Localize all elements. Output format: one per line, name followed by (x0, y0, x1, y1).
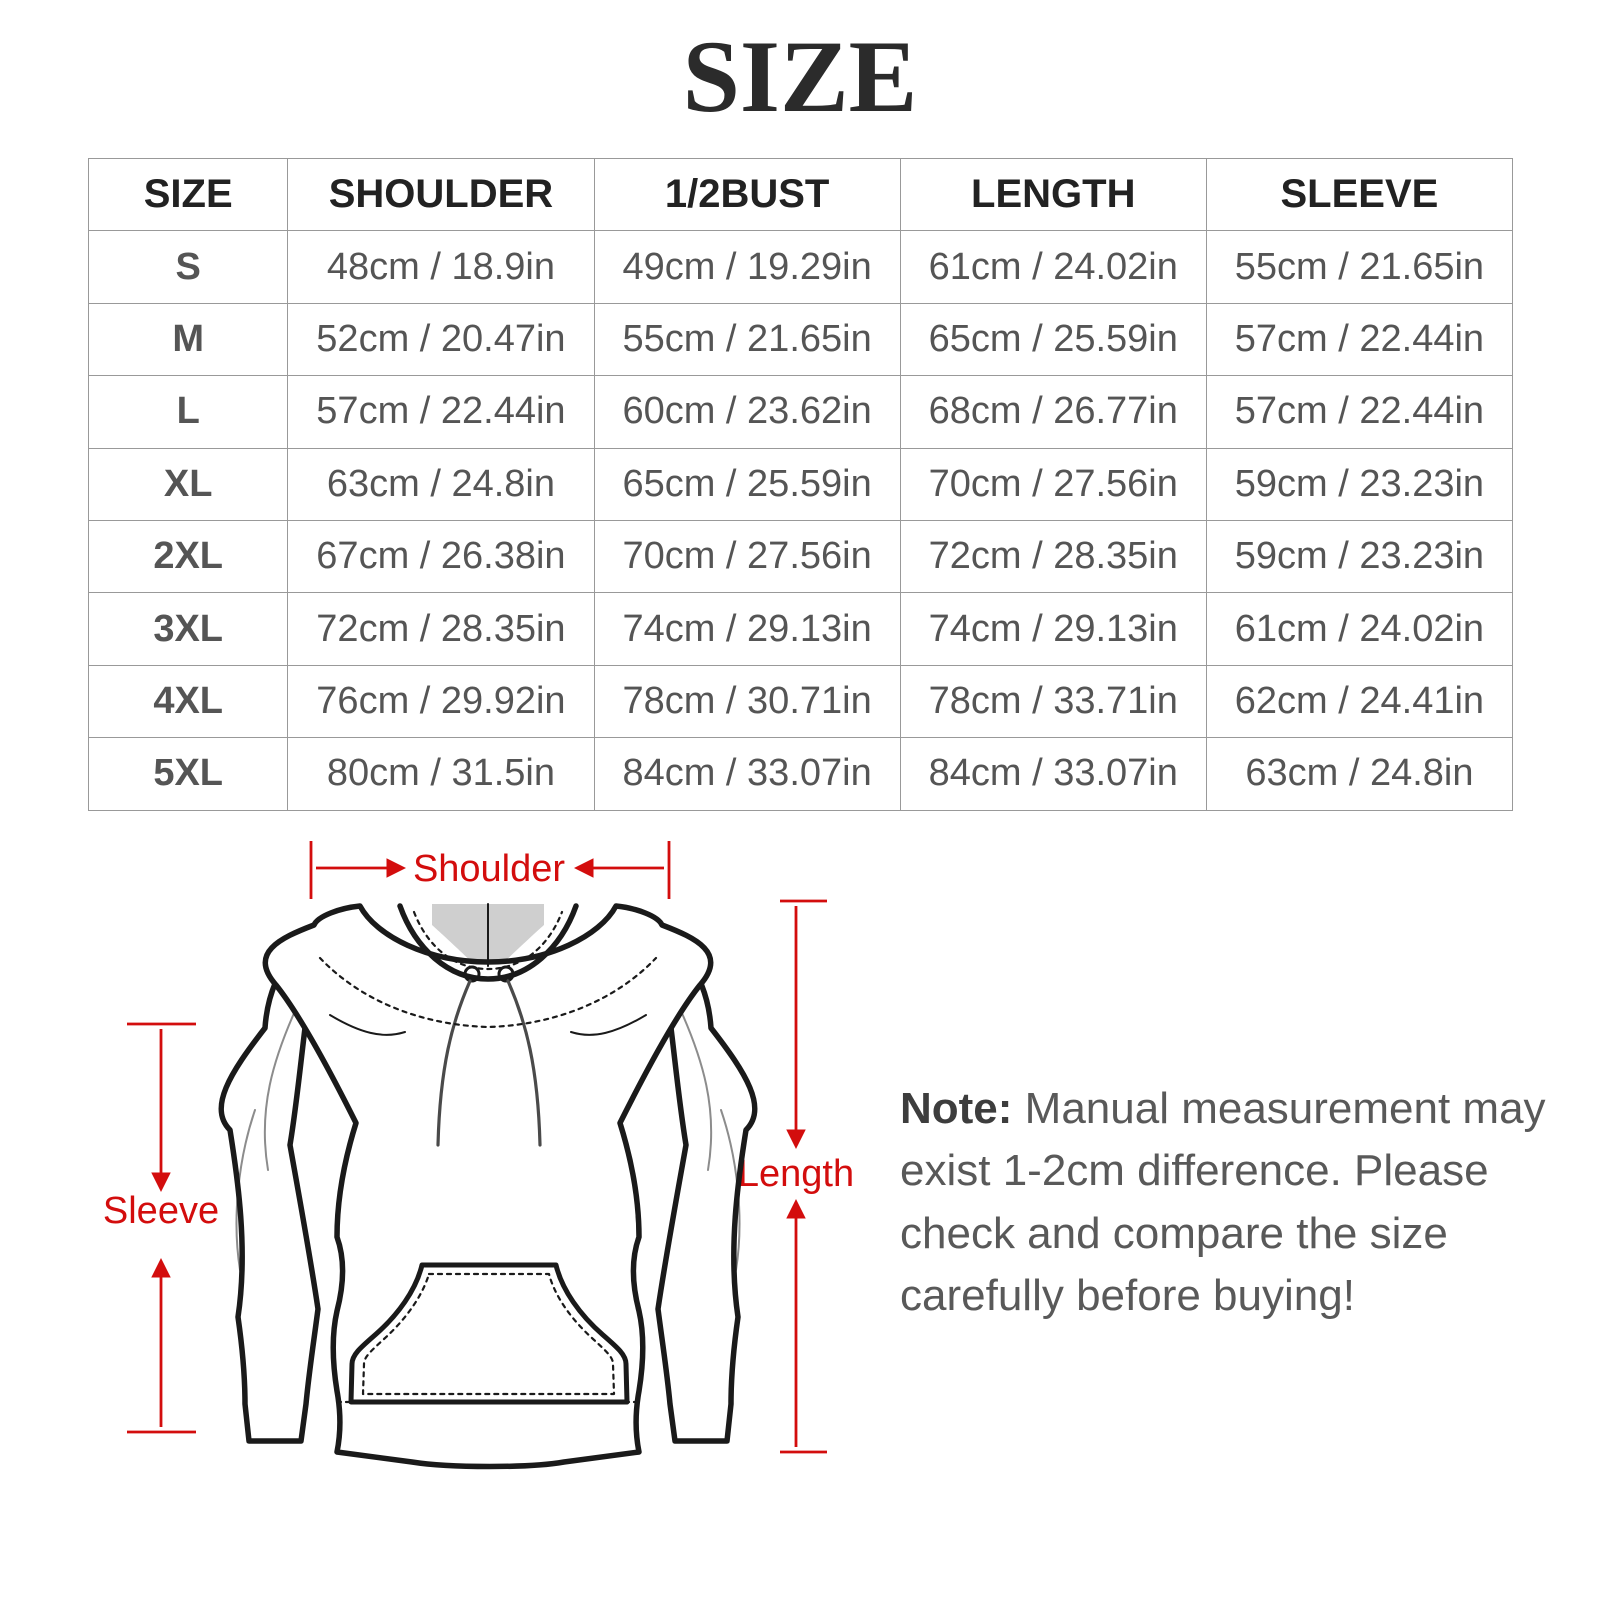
svg-text:Length: Length (738, 1153, 854, 1195)
svg-text:Sleeve: Sleeve (103, 1190, 219, 1232)
svg-text:Shoulder: Shoulder (413, 848, 565, 890)
